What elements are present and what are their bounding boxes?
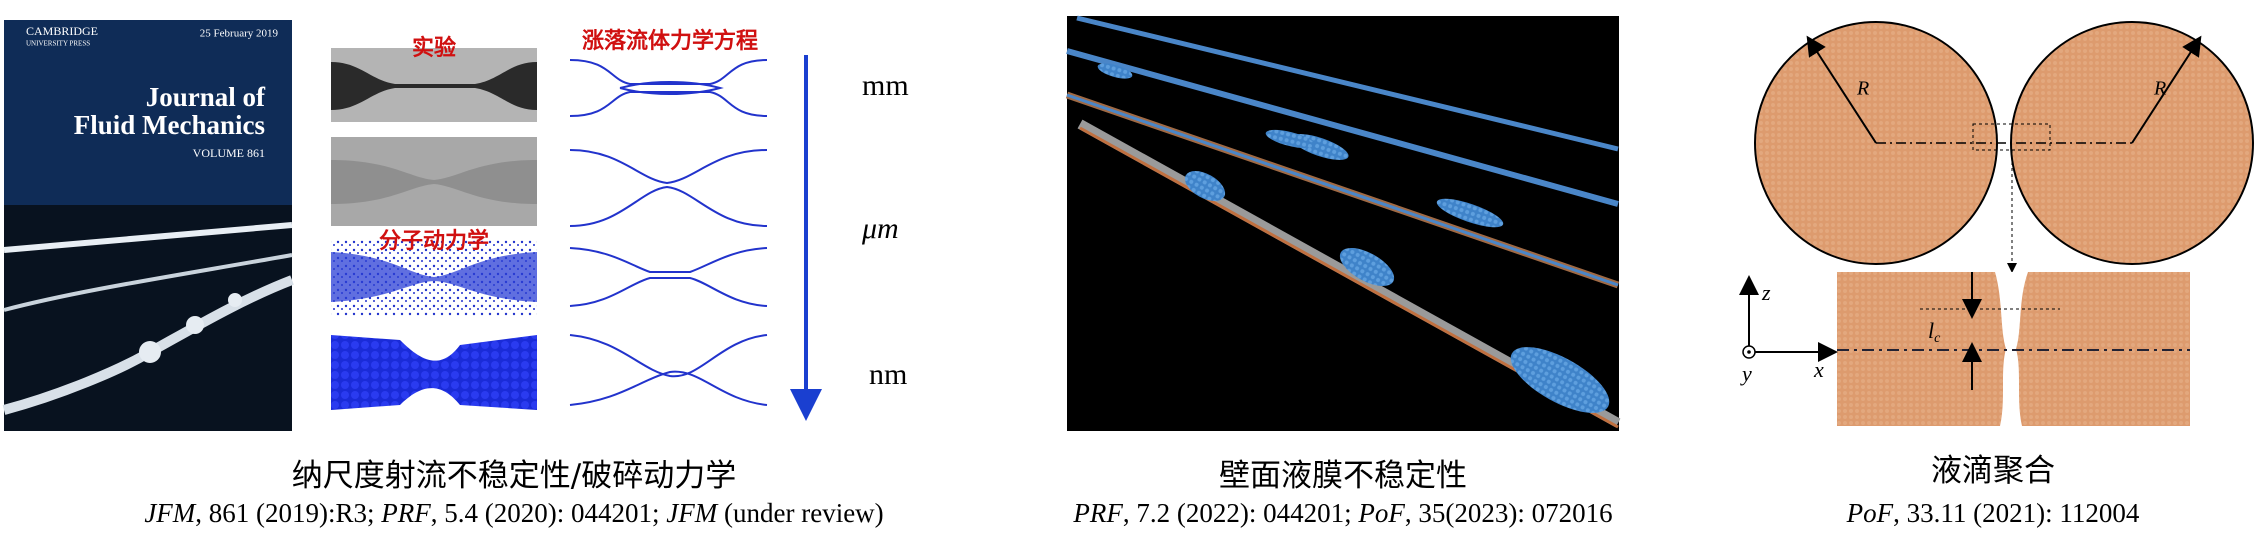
citation: (under review) xyxy=(717,498,884,528)
length-label: lc xyxy=(1928,318,1941,346)
citation: , 33.11 (2021): 112004 xyxy=(1893,498,2140,528)
citation: , 5.4 (2020): 044201; xyxy=(430,498,660,528)
journal-cover: CAMBRIDGE UNIVERSITY PRESS 25 February 2… xyxy=(2,20,294,431)
panel-caption: 纳尺度射流不稳定性/破碎动力学 xyxy=(291,458,737,494)
citation: , 861 (2019):R3; xyxy=(195,498,375,528)
cover-title: Fluid Mechanics xyxy=(74,110,265,140)
jet-images: 实验 分子动力学 xyxy=(331,35,537,412)
cover-publisher: CAMBRIDGE xyxy=(26,24,98,38)
journal: JFM xyxy=(666,498,718,528)
scale-label: mm xyxy=(862,69,909,102)
cover-date: 25 February 2019 xyxy=(200,28,279,40)
panel-caption: 壁面液膜不稳定性 xyxy=(1219,458,1467,494)
length-symbol: l xyxy=(1928,318,1934,343)
axis-label: y xyxy=(1740,361,1752,386)
axis-label: x xyxy=(1813,357,1824,382)
citation-line: JFM, 861 (2019):R3; PRF, 5.4 (2020): 044… xyxy=(144,498,883,529)
cover-volume: VOLUME 861 xyxy=(193,146,265,160)
cover-title: Journal of xyxy=(146,82,266,112)
citation-line: PoF, 33.11 (2021): 112004 xyxy=(1847,498,2140,529)
jet-label: 实验 xyxy=(412,35,456,61)
axis-label: z xyxy=(1761,280,1771,305)
panel-caption: 液滴聚合 xyxy=(1931,453,2055,489)
citation: , 7.2 (2022): 044201; xyxy=(1122,498,1352,528)
length-subscript: c xyxy=(1934,331,1941,346)
jet-label: 涨落流体力学方程 xyxy=(582,28,758,54)
jet-label: 分子动力学 xyxy=(379,228,489,254)
scale-label: nm xyxy=(869,358,907,391)
journal: JFM xyxy=(144,498,196,528)
citation-line: PRF, 7.2 (2022): 044201; PoF, 35(2023): … xyxy=(1073,498,1612,529)
journal: PRF xyxy=(381,498,431,528)
droplet-figure: R R lc z x y xyxy=(1739,21,2254,426)
citation: , 35(2023): 072016 xyxy=(1404,498,1613,528)
journal: PRF xyxy=(1073,498,1123,528)
radius-label: R xyxy=(1856,78,1869,100)
journal: PoF xyxy=(1358,498,1405,528)
equation-curves: 涨落流体力学方程 xyxy=(569,28,768,406)
film-simulation xyxy=(1065,15,1621,431)
cover-publisher-sub: UNIVERSITY PRESS xyxy=(26,40,90,48)
journal: PoF xyxy=(1846,498,1894,528)
radius-label: R xyxy=(2153,78,2166,100)
scale-label: μm xyxy=(861,212,899,245)
